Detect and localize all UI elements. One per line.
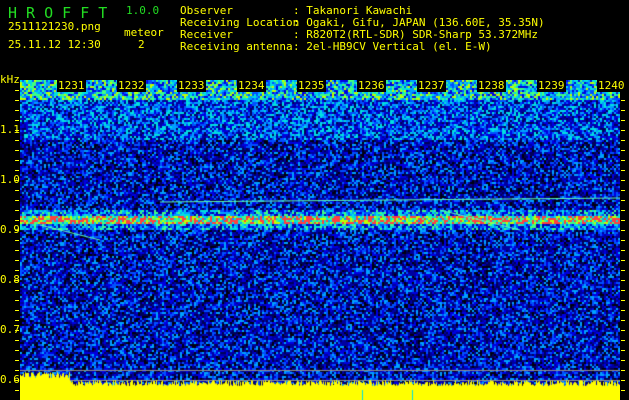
y-tick <box>621 270 625 271</box>
y-tick <box>15 90 19 91</box>
y-tick <box>15 320 19 321</box>
y-tick <box>621 280 625 281</box>
y-tick <box>621 100 625 101</box>
time-label: 1234 <box>237 79 266 92</box>
y-tick <box>15 150 19 151</box>
app-name: H R O F F T <box>8 4 108 22</box>
y-tick <box>621 250 625 251</box>
y-tick <box>15 370 19 371</box>
y-tick <box>15 200 19 201</box>
info-label-location: Receiving Location <box>180 16 300 29</box>
time-label: 1232 <box>117 79 146 92</box>
y-tick <box>15 360 19 361</box>
y-tick <box>621 230 625 231</box>
info-label-observer: Observer <box>180 4 233 17</box>
time-label: 1236 <box>357 79 386 92</box>
y-tick-label: 0.9 <box>0 223 20 236</box>
y-tick <box>621 190 625 191</box>
meteor-label: meteor <box>124 26 164 39</box>
y-tick <box>621 330 625 331</box>
info-label-receiver: Receiver <box>180 28 233 41</box>
y-tick <box>15 250 19 251</box>
y-tick <box>621 350 625 351</box>
y-tick <box>15 270 19 271</box>
info-value-observer: : Takanori Kawachi <box>293 4 413 17</box>
y-tick <box>15 170 19 171</box>
y-tick <box>621 390 625 391</box>
y-tick <box>15 350 19 351</box>
y-tick <box>15 160 19 161</box>
y-tick <box>15 340 19 341</box>
datetime: 25.11.12 12:30 <box>8 38 101 51</box>
y-tick <box>15 100 19 101</box>
y-tick <box>621 140 625 141</box>
y-tick <box>15 180 19 181</box>
y-tick <box>621 170 625 171</box>
time-label: 1231 <box>57 79 86 92</box>
y-tick <box>621 380 625 381</box>
y-tick <box>15 130 19 131</box>
y-tick <box>15 260 19 261</box>
y-tick <box>15 230 19 231</box>
time-label: 1239 <box>537 79 566 92</box>
y-tick <box>621 310 625 311</box>
time-label: 1235 <box>297 79 326 92</box>
y-tick <box>621 130 625 131</box>
y-tick <box>15 120 19 121</box>
spectrogram <box>20 80 620 400</box>
y-tick-label: 0.6 <box>0 373 20 386</box>
y-tick <box>15 300 19 301</box>
y-tick-label: 0.8 <box>0 273 20 286</box>
y-tick <box>621 290 625 291</box>
y-axis-unit: kHz <box>0 73 20 86</box>
y-tick <box>621 120 625 121</box>
y-tick <box>621 110 625 111</box>
filename: 2511121230.png <box>8 20 101 33</box>
time-label: 1237 <box>417 79 446 92</box>
y-tick <box>15 290 19 291</box>
y-tick <box>15 280 19 281</box>
info-value-receiver: : R820T2(RTL-SDR) SDR-Sharp 53.372MHz <box>293 28 539 41</box>
y-tick <box>15 110 19 111</box>
info-label-antenna: Receiving antenna <box>180 40 293 53</box>
time-label: 1233 <box>177 79 206 92</box>
info-value-location: : Ogaki, Gifu, JAPAN (136.60E, 35.35N) <box>293 16 545 29</box>
y-tick-label: 0.7 <box>0 323 20 336</box>
y-tick <box>15 380 19 381</box>
y-tick <box>15 210 19 211</box>
time-label: 1240 <box>597 79 626 92</box>
y-tick <box>621 200 625 201</box>
y-tick <box>15 220 19 221</box>
info-value-antenna: : 2el-HB9CV Vertical (el. E-W) <box>293 40 492 53</box>
y-tick <box>621 160 625 161</box>
y-tick <box>621 260 625 261</box>
y-tick <box>621 340 625 341</box>
y-tick <box>621 370 625 371</box>
y-tick <box>621 210 625 211</box>
y-tick <box>15 330 19 331</box>
y-tick <box>621 300 625 301</box>
y-tick <box>621 240 625 241</box>
y-tick <box>15 390 19 391</box>
time-label: 1238 <box>477 79 506 92</box>
y-tick <box>15 190 19 191</box>
y-tick <box>621 320 625 321</box>
y-tick <box>15 240 19 241</box>
y-tick-label: 1.1 <box>0 123 20 136</box>
y-tick-label: 1.0 <box>0 173 20 186</box>
y-tick <box>15 140 19 141</box>
y-tick <box>621 150 625 151</box>
y-tick <box>621 220 625 221</box>
y-tick <box>621 180 625 181</box>
y-tick <box>15 310 19 311</box>
meteor-count: 2 <box>138 38 145 51</box>
y-tick <box>621 360 625 361</box>
app-version: 1.0.0 <box>126 4 160 17</box>
